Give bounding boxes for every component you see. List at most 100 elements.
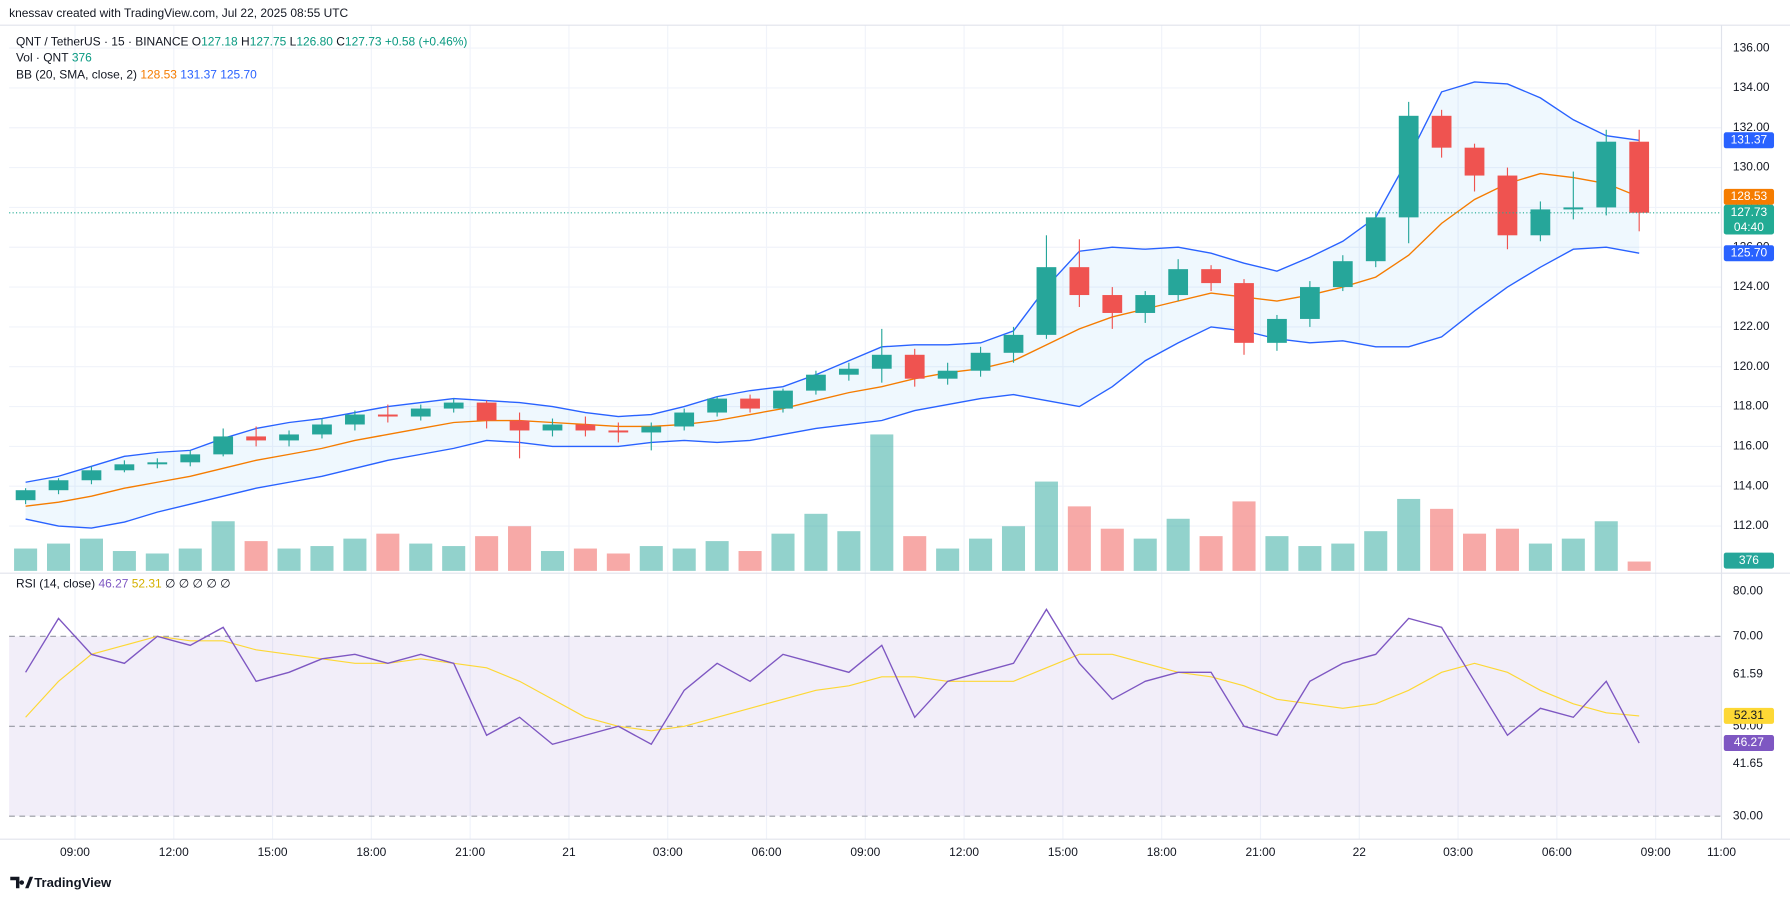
y-tick-label: 124.00	[1733, 279, 1770, 293]
null-value: ∅	[165, 577, 175, 591]
x-tick-label: 09:00	[850, 845, 880, 859]
badge-box	[1723, 552, 1775, 569]
bb-legend: BB (20, SMA, close, 2) 128.53 131.37 125…	[16, 68, 257, 82]
axis-badge: 376	[1723, 552, 1775, 569]
candle-body	[1036, 267, 1057, 335]
y-tick-label: 112.00	[1733, 518, 1769, 532]
axis-badge: 125.70	[1723, 245, 1775, 262]
rsi-ma-line	[25, 635, 1640, 732]
volume-bar	[211, 521, 235, 571]
candle-body	[410, 408, 431, 417]
candle-body	[180, 454, 201, 463]
volume-bar	[310, 546, 334, 571]
badge-box	[1723, 204, 1775, 235]
y-tick-label: 130.00	[1733, 160, 1770, 174]
candle-body	[608, 430, 629, 433]
volume-bar	[1100, 528, 1124, 571]
x-tick-label: 09:00	[1641, 845, 1671, 859]
ohlc-value: 127.73	[345, 34, 382, 48]
candle-body	[1596, 141, 1617, 208]
volume-bar	[639, 546, 663, 571]
volume-bar	[1232, 501, 1256, 571]
candle-body	[81, 470, 102, 481]
rsi-ma-value: 52.31	[132, 577, 162, 591]
volume-bar	[804, 513, 828, 571]
candle-body	[1234, 283, 1254, 343]
candle-body	[970, 352, 991, 371]
badge-text: 376	[1739, 553, 1759, 567]
candle-body	[246, 436, 266, 441]
volume-bar	[343, 538, 367, 571]
y-tick-label: 120.00	[1733, 359, 1770, 373]
x-tick-label: 18:00	[356, 845, 386, 859]
volume-bar	[606, 553, 630, 571]
x-tick-label: 15:00	[258, 845, 288, 859]
x-tick-label: 12:00	[949, 845, 979, 859]
x-tick-label: 21:00	[1246, 845, 1276, 859]
rsi-tick-label: 61.59	[1733, 666, 1763, 680]
x-tick-label: 21	[562, 845, 576, 859]
bb-basis-value: 128.53	[140, 68, 177, 82]
badge-box	[1723, 707, 1775, 724]
x-tick-label: 09:00	[60, 845, 90, 859]
ohlc-key: H	[241, 34, 250, 48]
volume-bar	[1561, 538, 1585, 571]
volume-bar	[508, 526, 532, 571]
x-tick-label: 12:00	[159, 845, 189, 859]
volume-value: 376	[72, 50, 92, 64]
candle-body	[1102, 295, 1123, 313]
candle-body	[1135, 295, 1156, 313]
volume-bar	[178, 548, 202, 571]
volume-bar	[376, 533, 400, 571]
null-value: ∅	[206, 577, 216, 591]
candle-body	[345, 414, 365, 425]
candle-body	[1431, 115, 1452, 148]
brand: TradingView	[10, 875, 112, 890]
badge-text: 125.70	[1731, 245, 1768, 259]
volume-bar	[145, 553, 169, 571]
candle-body	[1201, 269, 1221, 284]
candle-body	[674, 412, 695, 427]
badge-box	[1723, 735, 1775, 752]
volume-bar	[1528, 543, 1552, 571]
candle-body	[1563, 207, 1584, 210]
badge-box	[1723, 188, 1775, 205]
y-tick-label: 134.00	[1733, 80, 1770, 94]
change: +0.58 (+0.46%)	[385, 34, 468, 48]
candle-body	[476, 402, 497, 421]
volume-bar	[705, 541, 729, 571]
volume-bar	[1397, 498, 1421, 571]
volume-bar	[1627, 561, 1651, 571]
badge-countdown: 04:40	[1734, 220, 1764, 234]
volume-name: Vol · QNT	[16, 50, 69, 64]
volume-bar	[1495, 528, 1519, 571]
volume-bar	[112, 551, 136, 571]
candle-body	[1267, 318, 1287, 343]
axis-badge: 128.53	[1723, 188, 1775, 205]
bb-lower-value: 125.70	[220, 68, 257, 82]
volume-bar	[409, 543, 433, 571]
volume-bar	[277, 548, 301, 571]
plot	[9, 81, 1722, 746]
candle-body	[1464, 147, 1485, 176]
candle-body	[838, 368, 859, 375]
y-tick-label: 136.00	[1733, 40, 1770, 54]
badge-text: 128.53	[1731, 189, 1768, 203]
x-tick-label: 22	[1353, 845, 1367, 859]
ohlc-value: 127.75	[250, 34, 287, 48]
volume-bar	[79, 538, 103, 571]
volume-bar	[1199, 536, 1223, 571]
volume-bar	[936, 548, 960, 571]
badge-text: 131.37	[1731, 132, 1768, 146]
volume-bar	[244, 541, 268, 571]
candle-body	[1299, 287, 1320, 319]
x-tick-label: 18:00	[1147, 845, 1177, 859]
candle-body	[114, 464, 135, 471]
volume-bar	[1166, 518, 1190, 571]
volume-bar	[903, 536, 927, 571]
volume-bar	[870, 434, 894, 571]
candle-body	[871, 354, 892, 369]
bb-lower	[25, 246, 1640, 529]
rsi-tick-label: 70.00	[1733, 629, 1763, 643]
